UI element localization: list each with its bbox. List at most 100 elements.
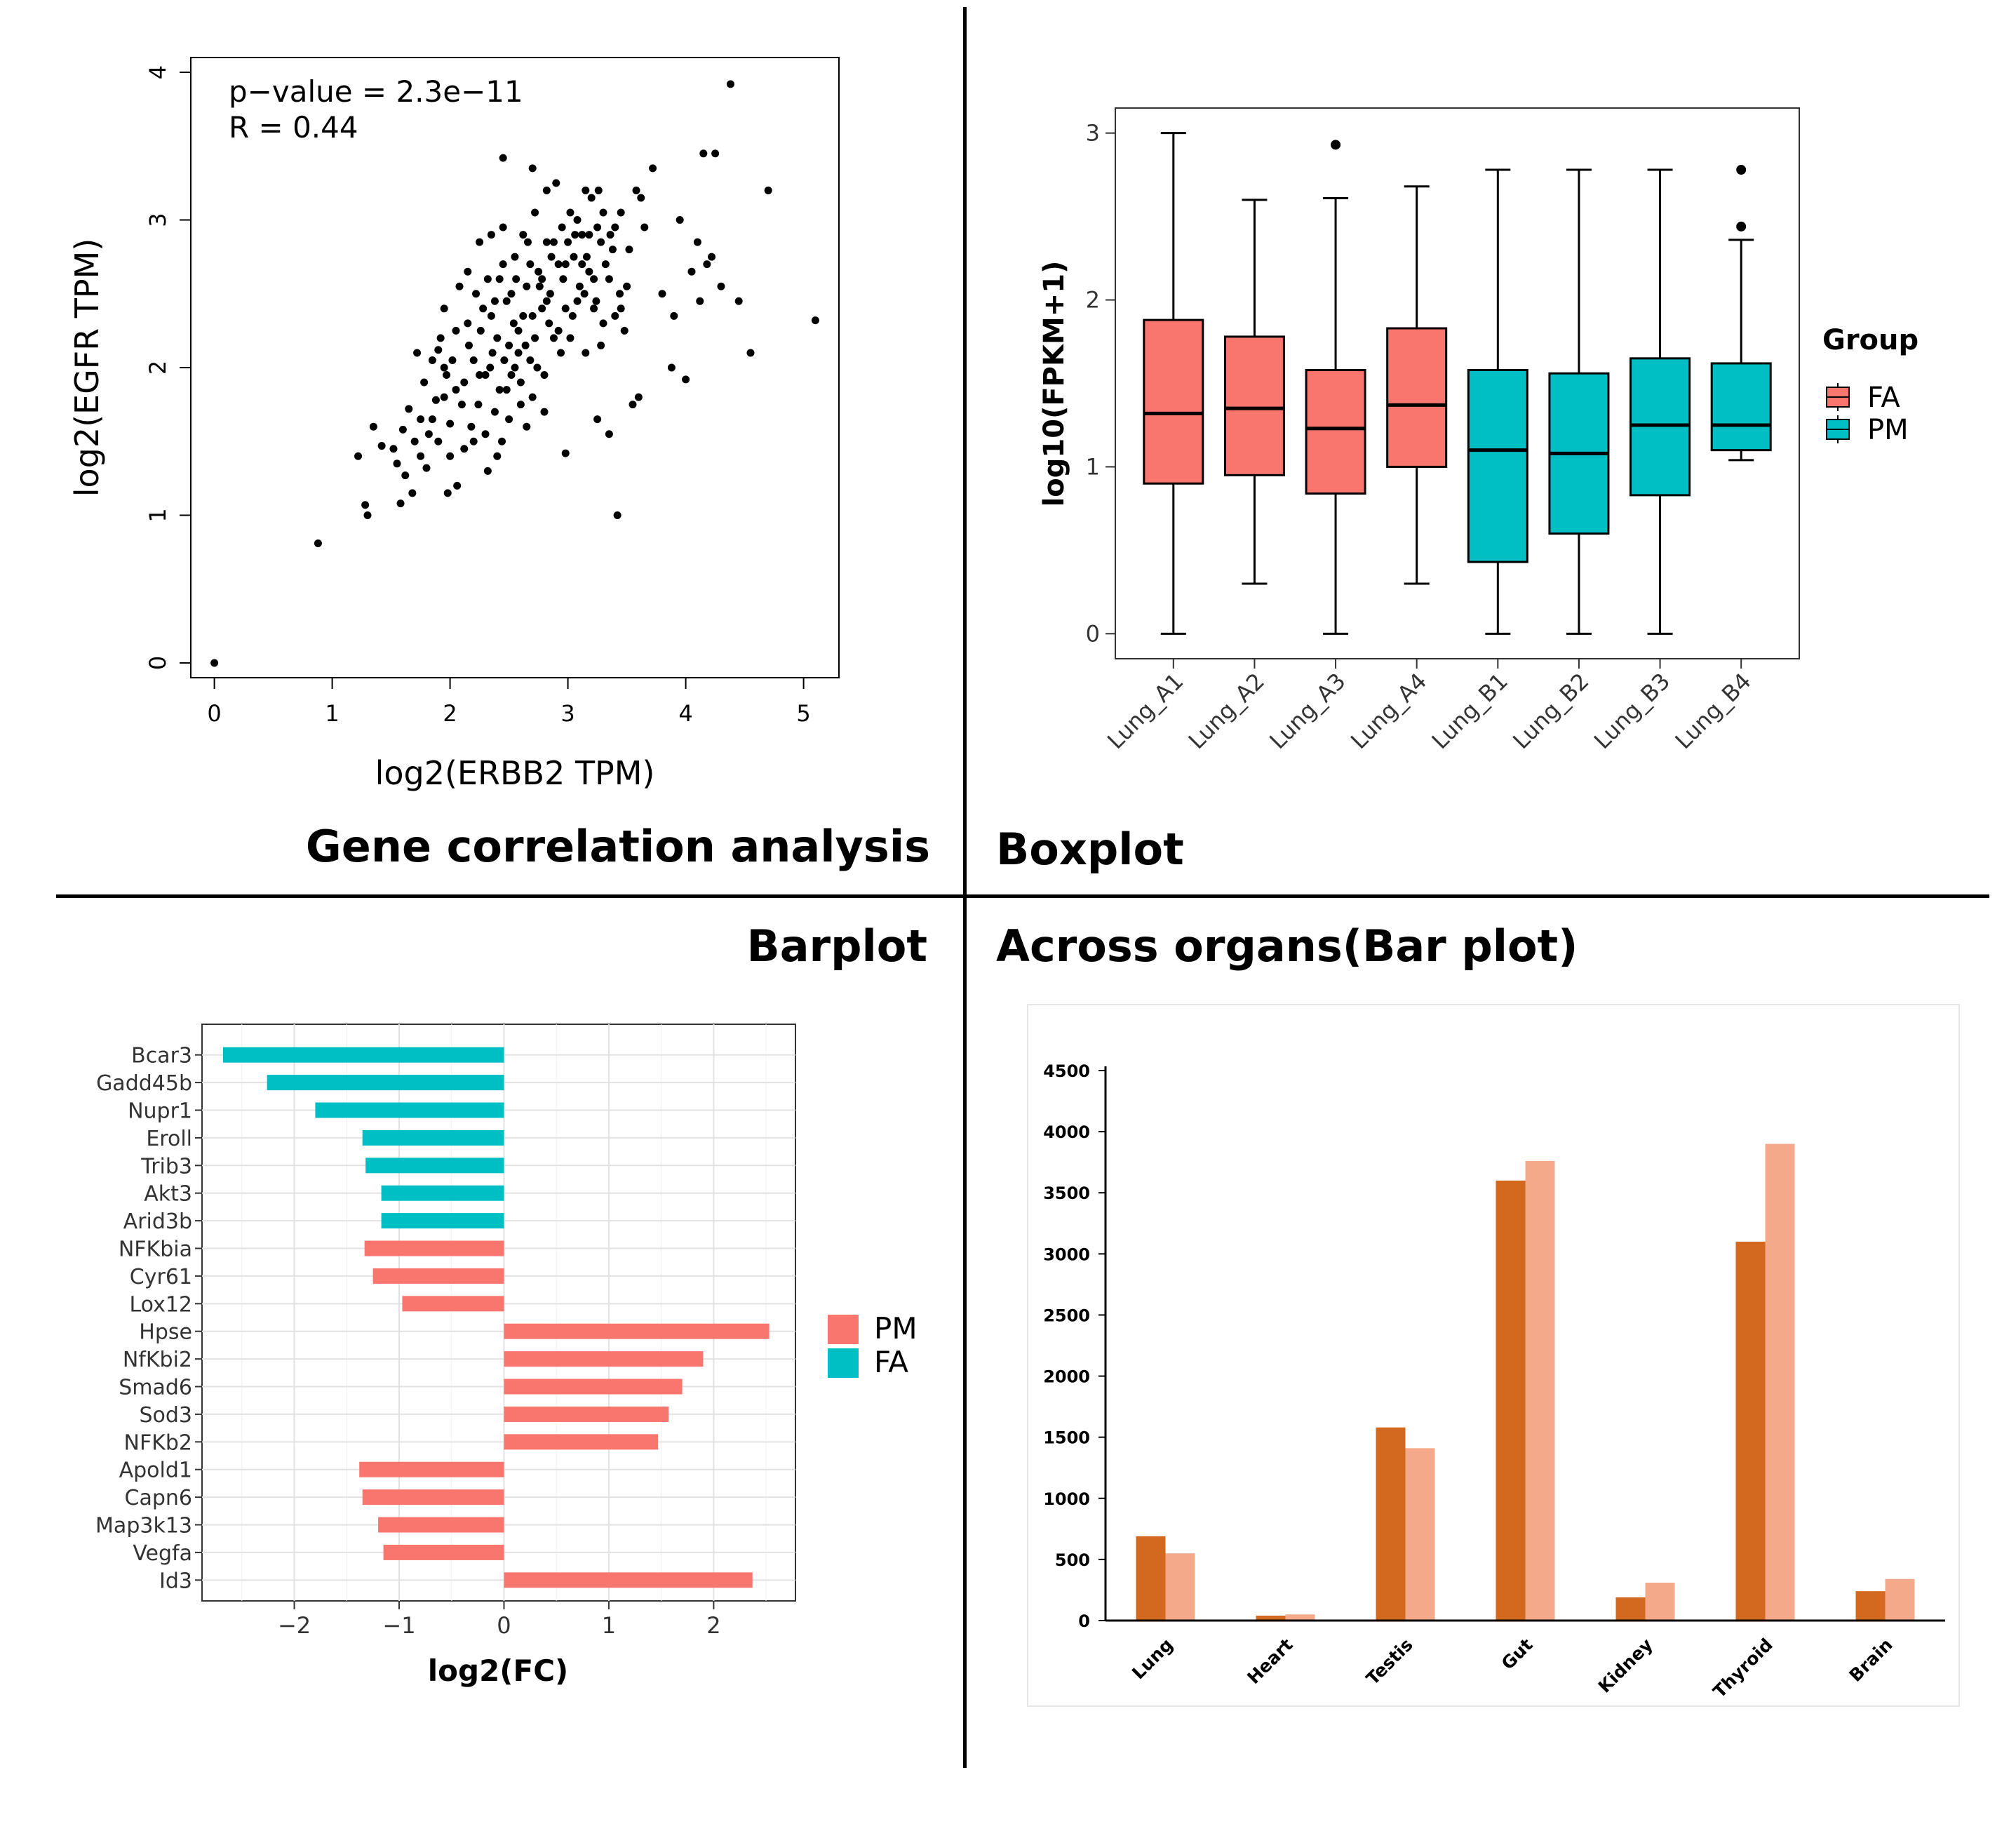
scatter-point bbox=[452, 386, 460, 394]
scatter-point bbox=[479, 304, 488, 313]
scatter-point bbox=[434, 346, 443, 354]
scatter-y-axis-label: log2(EGFR TPM) bbox=[68, 239, 106, 497]
organs-y-tick-label: 3000 bbox=[1043, 1245, 1090, 1264]
scatter-point bbox=[542, 186, 551, 194]
scatter-y-tick-label: 4 bbox=[145, 65, 171, 79]
barplot-bar-vegfa bbox=[383, 1544, 504, 1560]
scatter-point bbox=[528, 393, 537, 401]
organs-y-tick-label: 2500 bbox=[1043, 1306, 1090, 1325]
scatter-point bbox=[369, 422, 377, 431]
scatter-point bbox=[578, 260, 586, 269]
scatter-point bbox=[746, 349, 755, 357]
scatter-point bbox=[476, 326, 485, 335]
boxplot-x-axis: Lung_A1Lung_A2Lung_A3Lung_A4Lung_B1Lung_… bbox=[1102, 659, 1756, 754]
scatter-point bbox=[516, 401, 525, 409]
box-body bbox=[1710, 362, 1772, 452]
scatter-point bbox=[557, 349, 565, 357]
scatter-point bbox=[481, 371, 490, 380]
scatter-point bbox=[554, 326, 563, 335]
scatter-point bbox=[582, 349, 590, 357]
scatter-point bbox=[424, 430, 433, 438]
barplot-y-tick-label: Eroll bbox=[146, 1127, 192, 1151]
scatter-point bbox=[611, 223, 619, 232]
barplot-bar-nfkbia bbox=[364, 1240, 504, 1256]
scatter-point bbox=[499, 154, 507, 162]
scatter-point bbox=[640, 223, 649, 232]
scatter-point bbox=[507, 371, 516, 380]
scatter-y-tick-label: 1 bbox=[145, 508, 171, 522]
scatter-point bbox=[499, 223, 507, 232]
scatter-point bbox=[561, 449, 570, 457]
scatter-x-axis-label: log2(ERBB2 TPM) bbox=[375, 754, 655, 792]
scatter-point bbox=[734, 297, 743, 305]
barplot-x-tick-label: −2 bbox=[278, 1612, 311, 1639]
scatter-point bbox=[490, 297, 499, 305]
scatter-point bbox=[594, 186, 603, 194]
scatter-point bbox=[413, 349, 422, 357]
scatter-point bbox=[511, 363, 519, 372]
scatter-point bbox=[590, 304, 598, 313]
legend-key-pm bbox=[828, 1315, 859, 1344]
scatter-point bbox=[717, 282, 725, 290]
barplot-bar-nupr1 bbox=[315, 1102, 504, 1118]
scatter-r-annotation: R = 0.44 bbox=[229, 110, 358, 145]
organs-y-tick-label: 1500 bbox=[1043, 1428, 1090, 1448]
scatter-point bbox=[396, 499, 405, 508]
scatter-point bbox=[552, 179, 560, 187]
barplot-bar-smad6 bbox=[504, 1379, 683, 1395]
scatter-point bbox=[625, 246, 633, 254]
scatter-point bbox=[420, 378, 429, 387]
barplot-bar-capn6 bbox=[362, 1489, 504, 1506]
organs-bar-testis bbox=[1376, 1427, 1406, 1621]
barplot-bar-map3k13 bbox=[378, 1517, 504, 1533]
scatter-point bbox=[493, 334, 502, 342]
scatter-point bbox=[511, 253, 519, 261]
scatter-point bbox=[453, 481, 462, 490]
scatter-point bbox=[446, 420, 455, 428]
barplot-bar-lox12 bbox=[402, 1296, 504, 1312]
scatter-point bbox=[526, 260, 535, 269]
scatter-point bbox=[542, 238, 551, 246]
barplot-y-tick-label: Vegfa bbox=[133, 1541, 192, 1566]
scatter-point bbox=[417, 452, 425, 460]
scatter-points bbox=[210, 80, 819, 667]
scatter-point bbox=[455, 282, 464, 290]
scatter-point bbox=[593, 415, 602, 424]
scatter-point bbox=[526, 356, 535, 364]
scatter-point bbox=[617, 208, 625, 217]
scatter-point bbox=[457, 401, 466, 409]
scatter-point bbox=[405, 405, 413, 413]
legend-key-fa bbox=[828, 1348, 859, 1378]
scatter-point bbox=[599, 208, 607, 217]
boxplot-x-tick-label: Lung_B3 bbox=[1589, 668, 1675, 754]
box-outlier bbox=[1736, 221, 1747, 232]
scatter-point bbox=[483, 275, 492, 283]
scatter-point bbox=[509, 319, 518, 328]
scatter-point bbox=[549, 238, 558, 246]
barplot-y-tick-label: Bcar3 bbox=[131, 1044, 192, 1068]
scatter-point bbox=[558, 223, 566, 232]
organs-bar-brain bbox=[1885, 1578, 1915, 1621]
scatter-point bbox=[443, 489, 452, 497]
scatter-point bbox=[389, 445, 398, 453]
scatter-x-tick-label: 4 bbox=[678, 700, 692, 727]
scatter-point bbox=[559, 275, 567, 283]
barplot-y-tick-label: Lox12 bbox=[129, 1292, 192, 1317]
organs-y-tick-label: 4000 bbox=[1043, 1122, 1090, 1142]
barplot-x-tick-label: 2 bbox=[706, 1612, 720, 1639]
scatter-point bbox=[474, 401, 483, 409]
organs-y-tick-label: 1000 bbox=[1043, 1489, 1090, 1509]
scatter-point bbox=[590, 275, 598, 283]
scatter-point bbox=[505, 341, 513, 349]
scatter-point bbox=[428, 356, 436, 364]
scatter-point bbox=[464, 341, 473, 349]
scatter-point bbox=[570, 253, 578, 261]
scatter-point bbox=[502, 297, 511, 305]
scatter-point bbox=[483, 467, 492, 475]
scatter-point bbox=[575, 282, 584, 290]
organs-bar-thyroid bbox=[1735, 1241, 1766, 1621]
barplot-y-tick-label: Sod3 bbox=[139, 1403, 192, 1428]
scatter-point bbox=[582, 186, 590, 194]
